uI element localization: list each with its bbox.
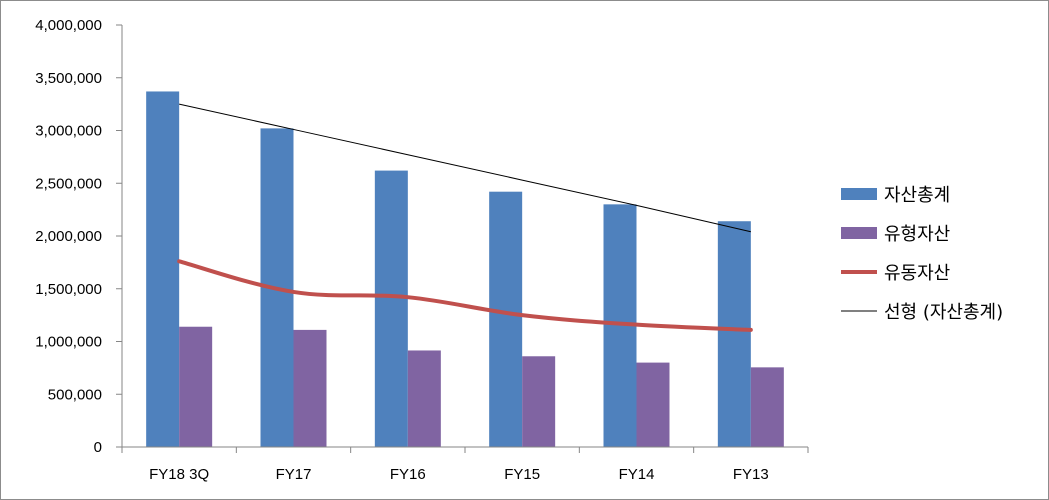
bar-tangible-assets xyxy=(179,326,213,447)
current-assets-line xyxy=(177,259,753,332)
legend-label: 자산총계 xyxy=(884,185,950,206)
bar-tangible-assets xyxy=(636,362,670,447)
trendline-total-assets xyxy=(179,103,751,233)
x-tick-label: FY13 xyxy=(733,466,769,483)
x-tick-label: FY17 xyxy=(276,466,312,483)
x-tick-label: FY16 xyxy=(390,466,426,483)
x-axis: FY18 3Q FY17 FY16 FY15 FY14 FY13 xyxy=(121,446,809,483)
bar-total-assets xyxy=(717,221,751,447)
y-tick-label: 2,500,000 xyxy=(35,175,102,192)
bar-tangible-assets xyxy=(407,350,441,447)
bar-tangible-assets xyxy=(750,367,784,447)
x-tick-label: FY15 xyxy=(504,466,540,483)
y-tick-label: 3,500,000 xyxy=(35,70,102,87)
legend-swatch xyxy=(841,188,877,200)
y-tick-label: 1,000,000 xyxy=(35,334,102,351)
legend-label: 선형 (자산총계) xyxy=(884,302,1003,323)
x-tick-label: FY14 xyxy=(619,466,655,483)
legend-label: 유동자산 xyxy=(884,263,950,284)
y-tick-label: 4,000,000 xyxy=(35,17,102,34)
bar-tangible-assets xyxy=(522,356,556,447)
legend-swatch xyxy=(841,227,877,239)
legend-label: 유형자산 xyxy=(884,224,950,245)
bar-total-assets xyxy=(146,91,180,447)
bars-group xyxy=(146,91,784,447)
y-axis: 0 500,000 1,000,000 1,500,000 2,000,000 2,500… xyxy=(35,17,123,456)
bar-total-assets xyxy=(374,170,408,447)
y-tick-label: 2,000,000 xyxy=(35,228,102,245)
y-tick-label: 1,500,000 xyxy=(35,281,102,298)
bar-total-assets xyxy=(489,191,523,447)
bar-tangible-assets xyxy=(293,329,327,447)
y-tick-label: 3,000,000 xyxy=(35,123,102,140)
y-tick-label: 500,000 xyxy=(48,386,102,403)
lines-group xyxy=(177,103,753,332)
y-tick-label: 0 xyxy=(94,439,102,456)
x-tick-label: FY18 3Q xyxy=(149,466,209,483)
